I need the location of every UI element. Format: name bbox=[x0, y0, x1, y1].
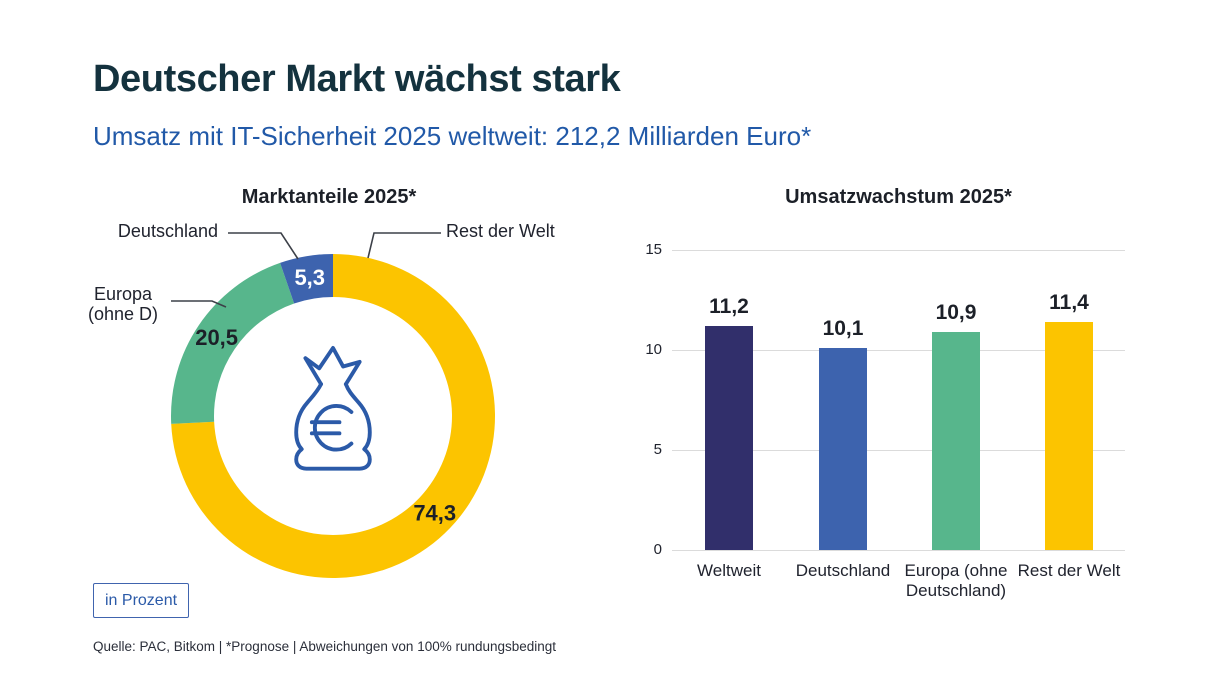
bar-deutschland bbox=[819, 348, 867, 550]
bar-value-deutschland: 10,1 bbox=[822, 317, 864, 340]
donut-value-deutschland: 5,3 bbox=[294, 265, 325, 290]
y-tick-label-10: 10 bbox=[645, 341, 662, 358]
gridline-15 bbox=[672, 249, 1125, 251]
bar-europa-ohne-deutschland bbox=[932, 332, 980, 550]
page-title: Deutscher Markt wächst stark bbox=[93, 58, 621, 100]
gridline-0 bbox=[672, 549, 1125, 551]
x-category-label-europa-ohne-deutschland: Europa (ohne Deutschland) bbox=[904, 561, 1008, 600]
x-category-label-deutschland: Deutschland bbox=[795, 561, 891, 580]
unit-badge: in Prozent bbox=[93, 583, 190, 618]
gridline-10 bbox=[672, 349, 1125, 351]
money-bag-euro-icon bbox=[294, 345, 372, 471]
x-category-label-weltweit: Weltweit bbox=[697, 561, 761, 580]
donut-segment-deutschland bbox=[280, 254, 333, 304]
bar-weltweit bbox=[705, 326, 753, 550]
page-subtitle: Umsatz mit IT-Sicherheit 2025 weltweit: … bbox=[93, 121, 812, 151]
donut-segment-europa-ohne-d bbox=[171, 262, 295, 424]
x-category-label-rest-der-welt: Rest der Welt bbox=[1017, 561, 1121, 580]
donut-value-rest-der-welt: 74,3 bbox=[413, 501, 456, 526]
donut-label-europa: Europa (ohne D) bbox=[87, 284, 159, 324]
y-tick-label-0: 0 bbox=[653, 541, 662, 558]
gridline-5 bbox=[672, 449, 1125, 451]
bar-value-rest-der-welt: 11,4 bbox=[1049, 291, 1089, 314]
donut-chart-title: Marktanteile 2025* bbox=[241, 186, 417, 208]
bar-value-europa-ohne-deutschland: 10,9 bbox=[935, 301, 977, 324]
donut-value-europa-ohne-d: 20,5 bbox=[195, 325, 238, 350]
source-footnote: Quelle: PAC, Bitkom | *Prognose | Abweic… bbox=[93, 639, 557, 654]
donut-label-deutschland: Deutschland bbox=[117, 221, 218, 241]
y-tick-label-5: 5 bbox=[653, 441, 662, 458]
bar-rest-der-welt bbox=[1045, 322, 1093, 550]
bar-chart-title: Umsatzwachstum 2025* bbox=[785, 186, 1012, 208]
y-tick-label-15: 15 bbox=[645, 241, 662, 258]
donut-chart: 74,3 20,5 5,3 bbox=[171, 254, 495, 578]
bar-chart: 0 5 10 15 11,2 Weltweit 10,1 Deutschland 10,9 Eur… bbox=[645, 241, 1125, 600]
bar-value-weltweit: 11,2 bbox=[709, 295, 749, 318]
donut-label-rest-der-welt: Rest der Welt bbox=[446, 221, 555, 241]
